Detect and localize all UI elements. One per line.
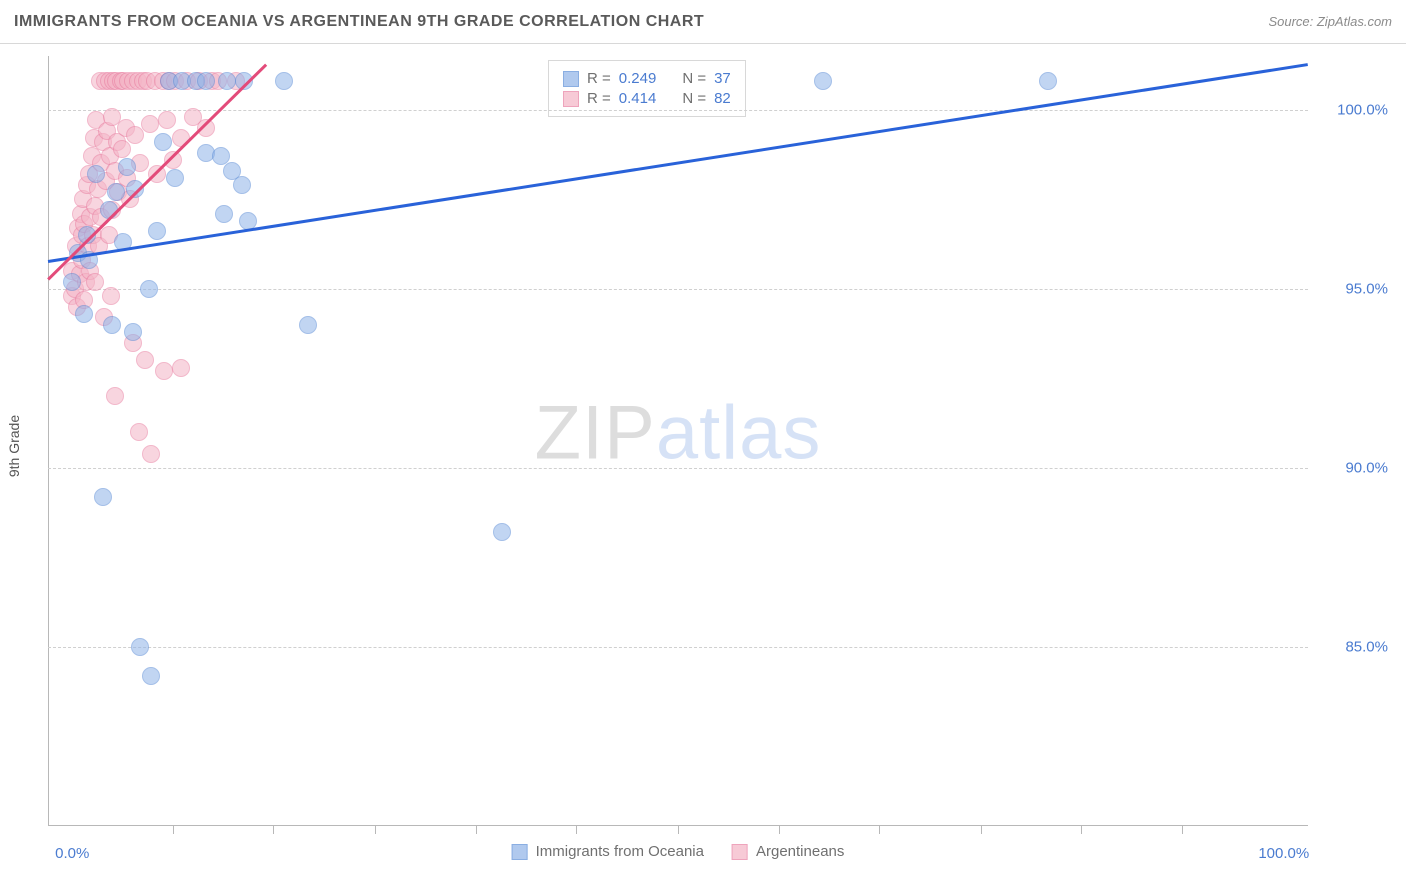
- legend-n-label: N =: [682, 70, 706, 87]
- legend-r-value: 0.249: [619, 70, 657, 87]
- title-bar: IMMIGRANTS FROM OCEANIA VS ARGENTINEAN 9…: [0, 0, 1406, 44]
- data-point: [130, 423, 148, 441]
- y-axis: [48, 56, 49, 826]
- y-tick-label: 95.0%: [1318, 280, 1388, 297]
- data-point: [155, 362, 173, 380]
- legend-n-value: 82: [714, 90, 731, 107]
- data-point: [215, 205, 233, 223]
- data-point: [142, 445, 160, 463]
- legend-swatch: [512, 844, 528, 860]
- data-point: [218, 72, 236, 90]
- legend-item: Argentineans: [732, 843, 844, 860]
- data-point: [154, 133, 172, 151]
- x-tick-label: 100.0%: [1258, 845, 1309, 862]
- legend-item: Immigrants from Oceania: [512, 843, 704, 860]
- watermark-zip: ZIP: [535, 391, 656, 476]
- data-point: [233, 176, 251, 194]
- legend-swatch: [563, 91, 579, 107]
- data-point: [493, 523, 511, 541]
- x-minor-tick: [779, 826, 780, 834]
- data-point: [63, 273, 81, 291]
- data-point: [275, 72, 293, 90]
- data-point: [1039, 72, 1057, 90]
- data-point: [124, 323, 142, 341]
- data-point: [102, 287, 120, 305]
- legend-swatch: [563, 71, 579, 87]
- data-point: [197, 72, 215, 90]
- data-point: [118, 158, 136, 176]
- data-point: [87, 165, 105, 183]
- legend-r-label: R =: [587, 90, 611, 107]
- data-point: [140, 280, 158, 298]
- x-minor-tick: [375, 826, 376, 834]
- y-tick-label: 90.0%: [1318, 459, 1388, 476]
- data-point: [148, 222, 166, 240]
- x-minor-tick: [1081, 826, 1082, 834]
- x-minor-tick: [981, 826, 982, 834]
- x-minor-tick: [173, 826, 174, 834]
- legend-row: R = 0.414 N = 82: [563, 90, 731, 107]
- data-point: [814, 72, 832, 90]
- source-label: Source: ZipAtlas.com: [1268, 14, 1392, 29]
- gridline-h: [48, 289, 1308, 290]
- data-point: [94, 488, 112, 506]
- legend-row: R = 0.249 N = 37: [563, 70, 731, 87]
- y-axis-label: 9th Grade: [6, 415, 22, 477]
- data-point: [107, 183, 125, 201]
- data-point: [113, 140, 131, 158]
- data-point: [158, 111, 176, 129]
- data-point: [142, 667, 160, 685]
- x-tick-label: 0.0%: [55, 845, 89, 862]
- watermark-atlas: atlas: [656, 391, 822, 476]
- gridline-h: [48, 110, 1308, 111]
- legend-correlation: R = 0.249 N = 37 R = 0.414 N = 82: [548, 60, 746, 117]
- data-point: [148, 165, 166, 183]
- legend-r-value: 0.414: [619, 90, 657, 107]
- y-tick-label: 85.0%: [1318, 638, 1388, 655]
- y-tick-label: 100.0%: [1318, 101, 1388, 118]
- x-minor-tick: [576, 826, 577, 834]
- gridline-h: [48, 468, 1308, 469]
- data-point: [86, 273, 104, 291]
- data-point: [106, 387, 124, 405]
- legend-series-name: Immigrants from Oceania: [536, 843, 704, 860]
- chart-title: IMMIGRANTS FROM OCEANIA VS ARGENTINEAN 9…: [14, 13, 704, 31]
- plot-area: ZIPatlas R =0.249N =37R =0.414N =82 Immi…: [48, 56, 1308, 826]
- legend-swatch: [732, 844, 748, 860]
- watermark: ZIPatlas: [535, 390, 822, 477]
- data-point: [299, 316, 317, 334]
- legend-series-name: Argentineans: [756, 843, 844, 860]
- x-minor-tick: [879, 826, 880, 834]
- data-point: [141, 115, 159, 133]
- data-point: [131, 638, 149, 656]
- data-point: [172, 359, 190, 377]
- data-point: [166, 169, 184, 187]
- data-point: [136, 351, 154, 369]
- data-point: [75, 305, 93, 323]
- legend-r-label: R =: [587, 70, 611, 87]
- x-minor-tick: [476, 826, 477, 834]
- data-point: [103, 316, 121, 334]
- legend-series: Immigrants from Oceania Argentineans: [512, 843, 845, 860]
- x-minor-tick: [273, 826, 274, 834]
- legend-n-label: N =: [682, 90, 706, 107]
- x-minor-tick: [1182, 826, 1183, 834]
- legend-n-value: 37: [714, 70, 731, 87]
- x-minor-tick: [678, 826, 679, 834]
- gridline-h: [48, 647, 1308, 648]
